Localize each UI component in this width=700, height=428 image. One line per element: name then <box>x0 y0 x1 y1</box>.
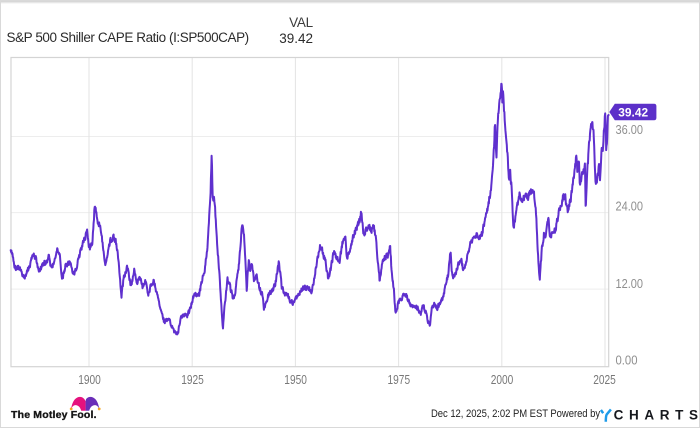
svg-text:39.42: 39.42 <box>618 105 648 119</box>
svg-text:1925: 1925 <box>181 373 204 387</box>
svg-text:CHARTS: CHARTS <box>614 408 698 423</box>
svg-text:2000: 2000 <box>491 373 514 387</box>
svg-text:1975: 1975 <box>388 373 411 387</box>
svg-text:36.00: 36.00 <box>616 123 644 137</box>
svg-text:12.00: 12.00 <box>616 277 644 291</box>
svg-text:24.00: 24.00 <box>616 200 644 214</box>
svg-text:1950: 1950 <box>284 373 307 387</box>
svg-text:1900: 1900 <box>78 373 101 387</box>
svg-text:0.00: 0.00 <box>616 353 638 367</box>
svg-text:2025: 2025 <box>593 373 616 387</box>
